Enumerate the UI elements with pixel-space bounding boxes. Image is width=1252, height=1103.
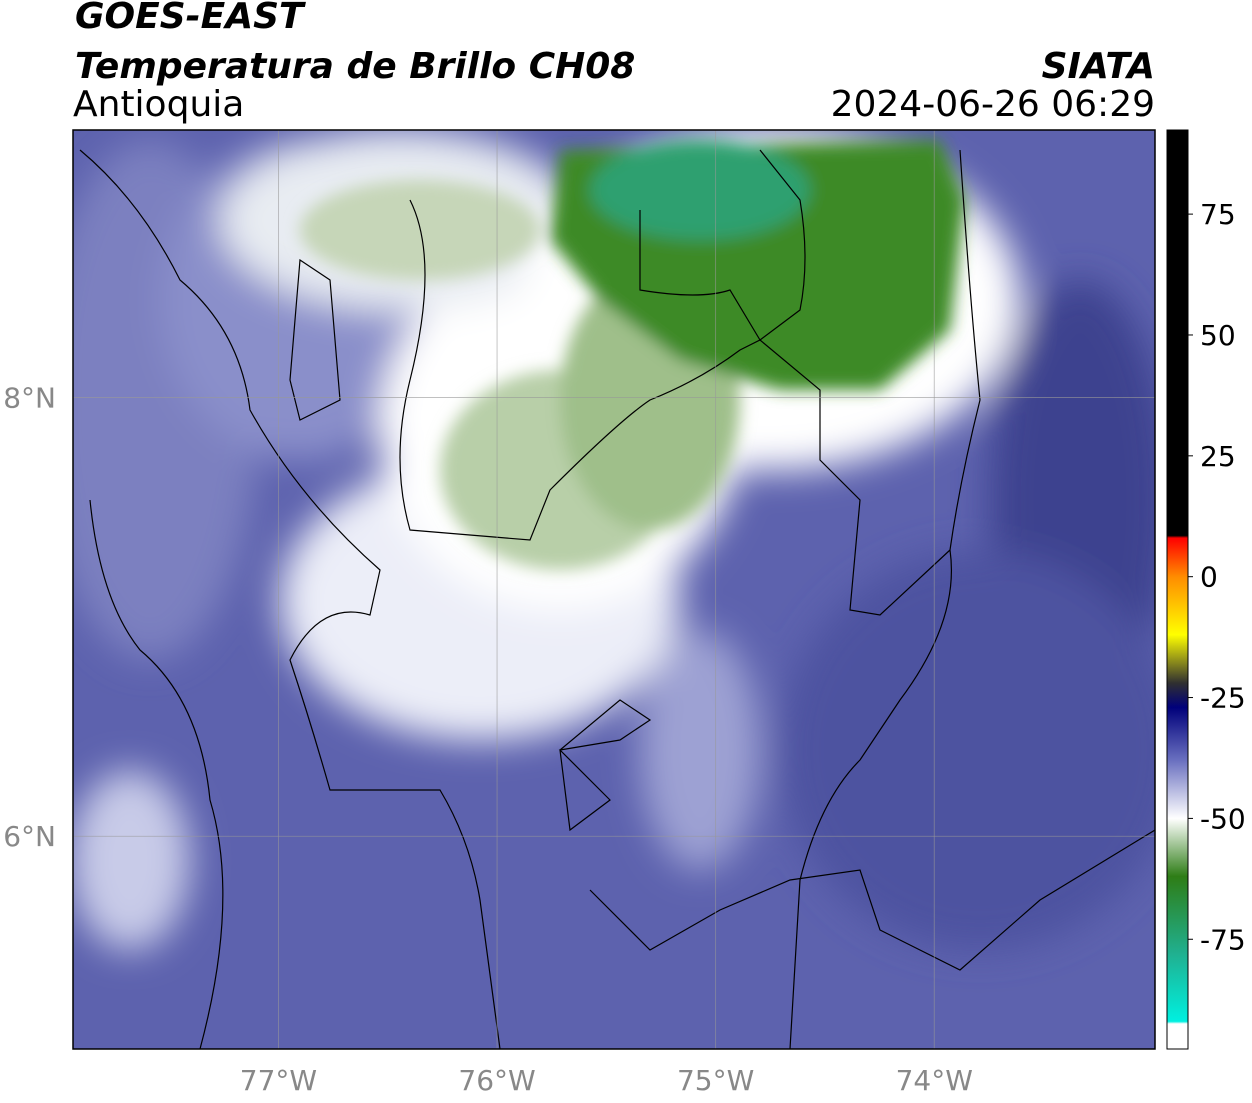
colorbar-tick-label: -25 [1200, 682, 1246, 715]
title: GOES-EAST [75, 0, 306, 37]
map-image [73, 130, 1155, 1049]
colorbar-tick-label: 25 [1200, 440, 1236, 473]
x-tick-label: 74°W [896, 1064, 973, 1097]
x-tick-label: 75°W [677, 1064, 754, 1097]
region: Antioquia [73, 84, 244, 125]
colorbar-tick-label: 75 [1200, 198, 1236, 231]
subtitle: Temperatura de Brillo CH08 [75, 46, 635, 87]
y-tick-label: 8°N [3, 382, 56, 415]
colorbar-tick-label: -75 [1200, 923, 1246, 956]
map-frame [72, 129, 1156, 1050]
source: SIATA [1042, 46, 1155, 87]
colorbar-tick-label: 50 [1200, 319, 1236, 352]
colorbar-tick-label: -50 [1200, 802, 1246, 835]
colorbar [1166, 129, 1189, 1050]
y-tick-label: 6°N [3, 820, 56, 853]
datetime: 2024-06-26 06:29 [831, 84, 1155, 125]
colorbar-tick-label: 0 [1200, 561, 1218, 594]
x-tick-label: 77°W [240, 1064, 317, 1097]
x-tick-label: 76°W [458, 1064, 535, 1097]
grid [73, 130, 1155, 1049]
